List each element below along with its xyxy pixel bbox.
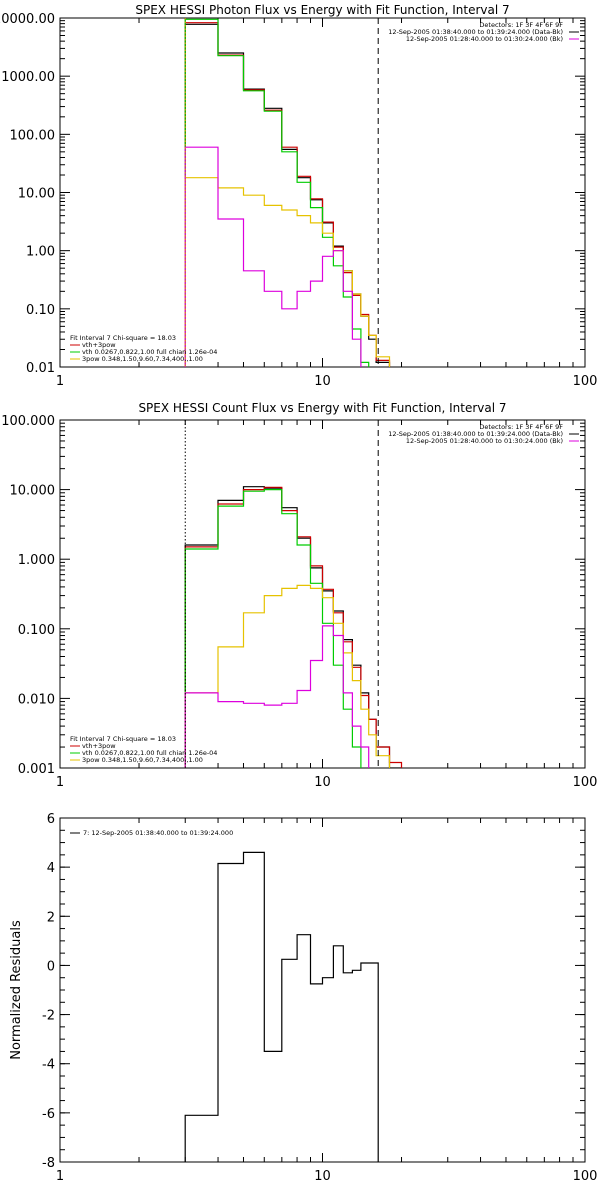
detectors-label: Detectors: 1F 3F 4F 6F 9F: [479, 21, 563, 29]
series-3pow-line: [184, 584, 391, 768]
x-tick-label: 1: [56, 1169, 64, 1184]
series-total_fit-line: [184, 22, 391, 367]
y-tick-label: 1000.00: [1, 70, 55, 85]
y-tick-label: 2: [47, 910, 55, 925]
series-residuals-line: [184, 851, 379, 1162]
y-tick-label: 1.00: [26, 245, 55, 260]
y-tick-label: 4: [47, 861, 55, 876]
series-group: [184, 18, 391, 367]
x-tick-label: 1: [56, 775, 64, 790]
chart-title: SPEX HESSI Photon Flux vs Energy with Fi…: [135, 3, 509, 17]
legend-entry: vth 0.0267,0.822,1.00 full chian 1.26e-0…: [82, 749, 217, 757]
time-interval-label: 12-Sep-2005 01:28:40.000 to 01:30:24.000…: [406, 437, 563, 445]
legend-entry: vth 0.0267,0.822,1.00 full chian 1.26e-0…: [82, 348, 217, 356]
series-data-line: [184, 23, 391, 367]
series-background-line: [184, 146, 362, 367]
x-tick-label: 10: [314, 775, 331, 790]
x-tick-label: 100: [573, 775, 598, 790]
y-tick-label: -6: [42, 1107, 55, 1122]
detectors-label: Detectors: 1F 3F 4F 6F 9F: [479, 423, 563, 431]
legend-entry: vth+3pow: [82, 742, 116, 750]
y-tick-label: 0.01: [26, 361, 55, 376]
y-tick-label: 100.00: [10, 128, 56, 143]
legend-entry: Fit Interval 7 Chi-square = 18.03: [70, 735, 176, 743]
y-tick-label: 10000.00: [0, 12, 55, 27]
y-tick-label: 1.000: [18, 553, 55, 568]
y-tick-label: 0.10: [26, 303, 55, 318]
y-tick-label: 0.010: [18, 692, 55, 707]
y-axis-label: Normalized Residuals: [9, 920, 24, 1060]
y-tick-label: 0.001: [18, 762, 55, 777]
time-interval-label: 12-Sep-2005 01:38:40.000 to 01:39:24.000…: [388, 430, 563, 438]
chart-panel-1: SPEX HESSI Photon Flux vs Energy with Fi…: [0, 3, 598, 389]
y-tick-label: 10.000: [10, 484, 56, 499]
series-group: [184, 851, 379, 1162]
y-tick-label: 10.00: [18, 187, 55, 202]
legend-entry: 3pow 0.348,1.50,9.60,7.34,400.,1.00: [82, 756, 203, 764]
y-tick-label: -2: [42, 1009, 55, 1024]
series-vth-line: [184, 489, 362, 768]
plot-frame: [59, 817, 586, 1163]
time-interval-label: 12-Sep-2005 01:38:40.000 to 01:39:24.000…: [388, 28, 563, 36]
x-tick-label: 100: [573, 1169, 598, 1184]
y-tick-label: 0.100: [18, 623, 55, 638]
time-interval-label: 12-Sep-2005 01:28:40.000 to 01:30:24.000…: [406, 35, 563, 43]
chart-panel-3: 1 10 100 -8 -6 -4 -2 0 2 4 6 Normalized Residuals 7:…: [9, 812, 598, 1184]
legend-entry: 7: 12-Sep-2005 01:38:40.000 to 01:39:24.…: [83, 829, 233, 837]
series-3pow-line: [184, 177, 391, 367]
x-tick-label: 10: [314, 374, 331, 389]
y-tick-label: 0: [47, 959, 55, 974]
y-tick-label: 100.000: [1, 414, 55, 429]
plot-frame: [59, 17, 586, 368]
x-tick-label: 1: [56, 374, 64, 389]
y-tick-label: -8: [42, 1156, 55, 1171]
legend-entry: Fit Interval 7 Chi-square = 18.03: [70, 334, 176, 342]
legend-entry: vth+3pow: [82, 341, 116, 349]
chart-panel-2: SPEX HESSI Count Flux vs Energy with Fit…: [1, 401, 598, 790]
legend-entry: 3pow 0.348,1.50,9.60,7.34,400.,1.00: [82, 355, 203, 363]
y-tick-label: -4: [42, 1058, 55, 1073]
chart-title: SPEX HESSI Count Flux vs Energy with Fit…: [138, 401, 506, 415]
x-tick-label: 10: [314, 1169, 331, 1184]
x-tick-label: 100: [573, 374, 598, 389]
y-tick-label: 6: [47, 812, 55, 827]
series-background-line: [184, 625, 370, 768]
series-group: [184, 486, 403, 768]
